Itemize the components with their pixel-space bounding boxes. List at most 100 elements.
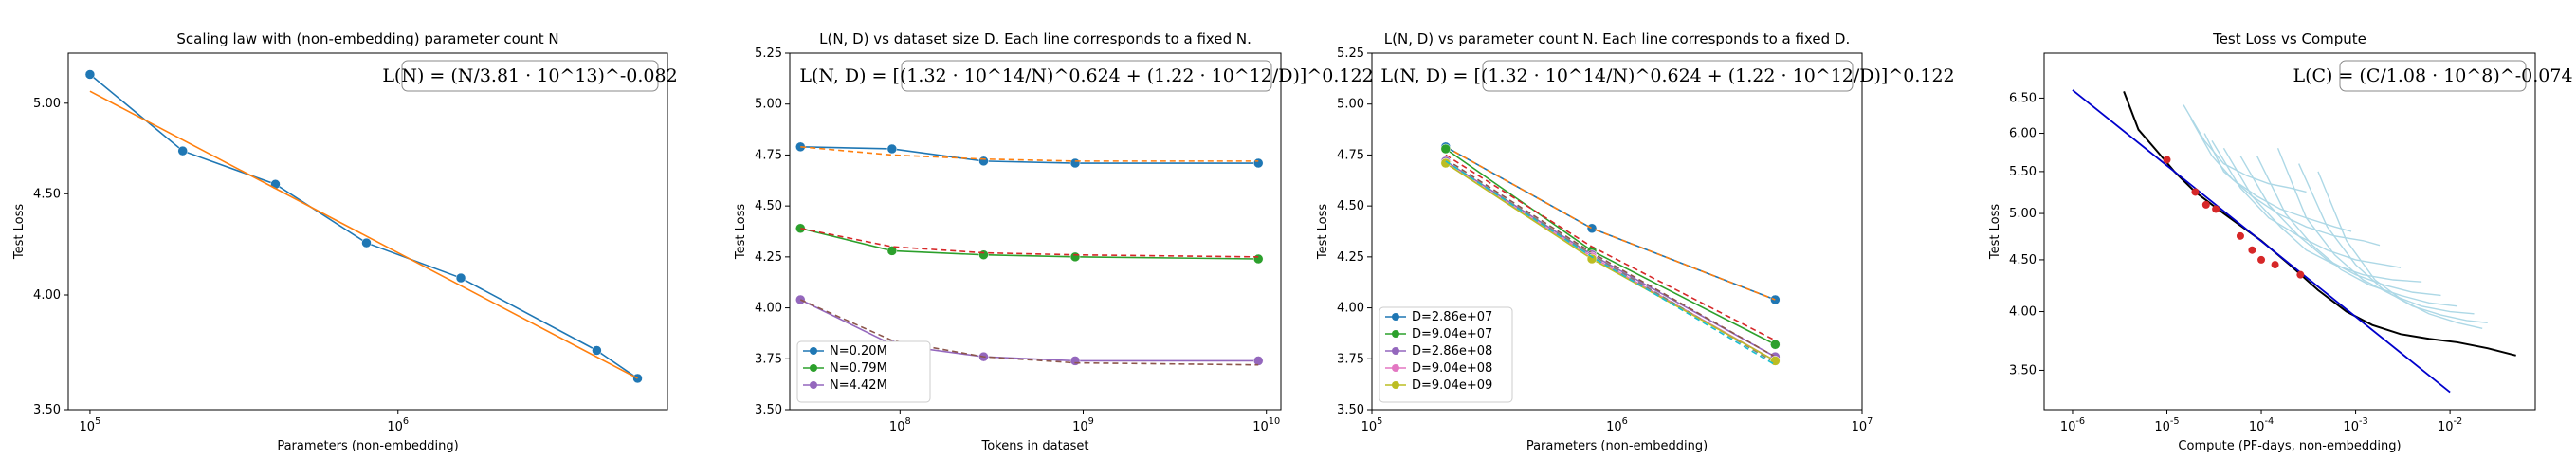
x-tick-label: 109 bbox=[1072, 416, 1094, 434]
annotation-box bbox=[901, 60, 1272, 92]
x-tick-label: 108 bbox=[889, 416, 911, 434]
data-point bbox=[1770, 339, 1781, 350]
x-tick-label: 10-6 bbox=[2060, 416, 2085, 434]
data-point bbox=[1069, 157, 1081, 169]
series-line bbox=[800, 227, 1259, 258]
data-point bbox=[2201, 200, 2210, 209]
series-line bbox=[2239, 155, 2441, 297]
data-point bbox=[1252, 157, 1264, 169]
chart-title: Scaling law with (non-embedding) paramet… bbox=[176, 30, 558, 47]
y-tick-label: 5.25 bbox=[755, 46, 782, 61]
data-point bbox=[177, 145, 188, 156]
data-point bbox=[886, 143, 898, 155]
y-tick-label: 6.00 bbox=[2009, 127, 2037, 141]
x-tick-label: 105 bbox=[80, 416, 101, 434]
y-tick-label: 5.00 bbox=[1337, 98, 1364, 112]
chart-panel-2: L(N, D) vs dataset size D. Each line cor… bbox=[734, 30, 1374, 453]
data-point bbox=[361, 237, 372, 248]
legend-label: N=0.20M bbox=[830, 344, 887, 359]
data-point bbox=[2248, 246, 2256, 254]
y-axis-label: Test Loss bbox=[1988, 204, 2002, 260]
y-tick-label: 3.50 bbox=[2009, 363, 2037, 377]
data-point bbox=[1069, 251, 1081, 263]
data-point bbox=[592, 345, 602, 356]
legend-marker bbox=[810, 364, 817, 372]
legend-label: D=9.04e+08 bbox=[1412, 361, 1492, 376]
y-tick-label: 4.75 bbox=[1337, 148, 1364, 162]
series-line bbox=[800, 146, 1259, 162]
y-tick-label: 4.50 bbox=[755, 199, 782, 213]
y-tick-label: 5.00 bbox=[2009, 207, 2037, 221]
data-point bbox=[1770, 356, 1781, 366]
y-axis-label: Test Loss bbox=[12, 204, 27, 260]
y-tick-label: 4.00 bbox=[755, 302, 782, 316]
y-tick-label: 3.50 bbox=[1337, 403, 1364, 417]
y-tick-label: 5.25 bbox=[1337, 46, 1364, 61]
legend-label: D=2.86e+07 bbox=[1412, 310, 1492, 324]
annotation-box bbox=[1482, 60, 1854, 92]
series-line bbox=[2123, 90, 2516, 357]
series-line bbox=[2276, 147, 2475, 315]
legend-label: D=9.04e+07 bbox=[1412, 327, 1492, 341]
chart-title: L(N, D) vs parameter count N. Each line … bbox=[1384, 30, 1850, 47]
plot-frame bbox=[67, 52, 668, 411]
x-tick-label: 10-3 bbox=[2343, 416, 2367, 434]
y-tick-label: 5.00 bbox=[755, 98, 782, 112]
data-point bbox=[84, 69, 96, 80]
legend-label: D=9.04e+09 bbox=[1412, 378, 1492, 393]
legend-marker bbox=[1392, 381, 1399, 389]
x-tick-label: 10-4 bbox=[2249, 416, 2274, 434]
legend-marker bbox=[1392, 313, 1399, 321]
data-point bbox=[2271, 261, 2279, 269]
y-tick-label: 3.75 bbox=[755, 352, 782, 366]
annotation-text: L(N, D) = [(1.32 · 10^14/N)^0.624 + (1.2… bbox=[799, 65, 1373, 86]
legend-marker bbox=[1392, 330, 1399, 338]
series-line bbox=[2256, 156, 2458, 307]
series-line bbox=[2211, 139, 2402, 268]
data-point bbox=[455, 272, 466, 284]
annotation-box bbox=[401, 60, 659, 92]
data-point bbox=[886, 246, 898, 256]
data-point bbox=[2163, 156, 2171, 164]
legend-label: D=2.86e+08 bbox=[1412, 344, 1492, 359]
series-line bbox=[2190, 118, 2352, 232]
y-tick-label: 3.50 bbox=[755, 403, 782, 417]
y-tick-label: 6.50 bbox=[2009, 91, 2037, 105]
series-line bbox=[1445, 154, 1776, 341]
chart-panel-1: Scaling law with (non-embedding) paramet… bbox=[12, 30, 678, 453]
y-tick-label: 4.00 bbox=[1337, 302, 1364, 316]
chart-title: L(N, D) vs dataset size D. Each line cor… bbox=[819, 30, 1251, 47]
y-tick-label: 3.50 bbox=[33, 403, 61, 417]
annotation-text: L(N, D) = [(1.32 · 10^14/N)^0.624 + (1.2… bbox=[1380, 65, 1954, 86]
legend-box bbox=[796, 340, 931, 403]
data-point bbox=[2257, 255, 2266, 264]
x-axis-label: Compute (PF-days, non-embedding) bbox=[2178, 439, 2401, 453]
annotation-text: L(N) = (N/3.81 · 10^13)^-0.082 bbox=[382, 65, 677, 86]
x-axis-label: Tokens in dataset bbox=[980, 439, 1088, 453]
data-point bbox=[2236, 231, 2244, 240]
series-line bbox=[89, 90, 638, 379]
series-line-D=2.86e+07 bbox=[1445, 146, 1776, 301]
legend-label: N=4.42M bbox=[830, 378, 887, 393]
legend-marker bbox=[810, 347, 817, 355]
series-line bbox=[799, 299, 1259, 366]
x-tick-label: 1010 bbox=[1252, 416, 1280, 434]
series-line bbox=[89, 73, 638, 379]
series-line bbox=[1445, 160, 1776, 366]
x-tick-label: 105 bbox=[1361, 416, 1383, 434]
x-axis-label: Parameters (non-embedding) bbox=[1526, 439, 1708, 453]
data-point bbox=[1440, 143, 1452, 155]
annotation-text: L(C) = (C/1.08 · 10^8)^-0.074 bbox=[2293, 65, 2572, 86]
series-line bbox=[2072, 89, 2451, 394]
chart-panel-3: L(N, D) vs parameter count N. Each line … bbox=[1316, 30, 1955, 453]
x-tick-label: 10-5 bbox=[2154, 416, 2179, 434]
x-tick-label: 106 bbox=[1606, 416, 1628, 434]
y-tick-label: 4.00 bbox=[33, 288, 61, 303]
series-line bbox=[2203, 133, 2381, 247]
data-point bbox=[1586, 223, 1598, 234]
x-axis-label: Parameters (non-embedding) bbox=[277, 439, 458, 453]
x-tick-label: 107 bbox=[1852, 416, 1873, 434]
y-tick-label: 3.75 bbox=[1337, 352, 1364, 366]
